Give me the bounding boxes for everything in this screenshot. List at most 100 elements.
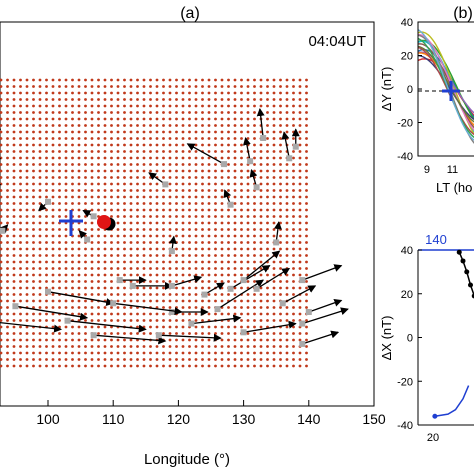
grid-dot: [259, 169, 263, 173]
grid-dot: [253, 241, 256, 244]
grid-dot: [279, 260, 282, 264]
grid-dot: [71, 117, 74, 121]
grid-dot: [155, 78, 159, 82]
grid-dot: [123, 150, 126, 153]
grid-dot: [285, 215, 289, 218]
grid-dot: [214, 150, 217, 153]
grid-dot: [64, 91, 68, 95]
station-marker: [305, 309, 312, 315]
grid-dot: [279, 345, 282, 348]
grid-dot: [298, 312, 302, 316]
grid-dot: [246, 332, 250, 335]
vector-arrow: [243, 320, 297, 333]
grid-dot: [149, 98, 152, 101]
grid-dot: [220, 312, 224, 316]
grid-dot: [6, 85, 9, 88]
grid-dot: [32, 215, 35, 218]
grid-dot: [71, 286, 74, 290]
grid-dot: [155, 247, 159, 251]
grid-dot: [136, 299, 139, 303]
grid-dot: [162, 319, 165, 322]
grid-dot: [162, 351, 165, 355]
grid-dot: [272, 215, 276, 218]
grid-dot: [298, 104, 302, 108]
grid-dot: [240, 312, 243, 316]
grid-dot: [6, 228, 9, 231]
grid-dot: [305, 104, 308, 108]
grid-dot: [188, 169, 191, 173]
grid-dot: [71, 143, 74, 147]
grid-dot: [110, 286, 113, 290]
grid-dot: [77, 169, 81, 173]
grid-dot: [25, 104, 29, 108]
grid-dot: [305, 319, 308, 322]
grid-dot: [285, 312, 289, 316]
grid-dot: [214, 221, 217, 225]
grid-dot: [162, 104, 165, 108]
grid-dot: [253, 221, 256, 225]
grid-dot: [272, 176, 276, 179]
grid-dot: [58, 124, 61, 127]
grid-dot: [64, 150, 68, 153]
grid-dot: [175, 91, 178, 95]
grid-dot: [90, 111, 94, 114]
grid-dot: [0, 117, 3, 121]
grid-dot: [181, 351, 185, 355]
delta-x-x-tick-label: 20: [427, 432, 439, 444]
grid-dot: [136, 358, 139, 361]
grid-dot: [227, 351, 230, 355]
grid-dot: [12, 247, 16, 251]
grid-dot: [214, 338, 217, 342]
grid-dot: [12, 358, 16, 361]
grid-dot: [12, 104, 16, 108]
grid-dot: [25, 351, 29, 355]
grid-dot: [279, 182, 282, 186]
grid-dot: [266, 156, 269, 160]
grid-dot: [38, 156, 42, 160]
grid-dot: [116, 169, 120, 173]
grid-dot: [142, 332, 146, 335]
grid-dot: [253, 345, 256, 348]
grid-dot: [259, 176, 263, 179]
grid-dot: [71, 358, 74, 361]
grid-dot: [272, 338, 276, 342]
grid-dot: [103, 306, 107, 309]
grid-dot: [51, 98, 55, 101]
grid-dot: [103, 104, 107, 108]
grid-dot: [38, 98, 42, 101]
grid-dot: [25, 215, 29, 218]
vector-arrow: [15, 305, 89, 321]
grid-dot: [298, 260, 302, 264]
grid-dot: [155, 241, 159, 244]
grid-dot: [38, 182, 42, 186]
grid-dot: [305, 280, 308, 283]
grid-dot: [97, 85, 100, 88]
grid-dot: [285, 241, 289, 244]
grid-dot: [207, 124, 211, 127]
grid-dot: [149, 293, 152, 296]
grid-dot: [64, 345, 68, 348]
grid-dot: [227, 312, 230, 316]
grid-dot: [259, 202, 263, 205]
grid-dot: [214, 273, 217, 277]
grid-dot: [103, 169, 107, 173]
grid-dot: [305, 364, 308, 368]
grid-dot: [227, 228, 230, 231]
grid-dot: [0, 351, 3, 355]
grid-dot: [233, 241, 237, 244]
grid-dot: [51, 208, 55, 212]
grid-dot: [12, 98, 16, 101]
grid-dot: [285, 85, 289, 88]
grid-dot: [181, 221, 185, 225]
grid-dot: [220, 130, 224, 134]
grid-dot: [220, 215, 224, 218]
grid-dot: [90, 351, 94, 355]
grid-dot: [272, 306, 276, 309]
grid-dot: [298, 130, 302, 134]
grid-dot: [142, 98, 146, 101]
grid-dot: [123, 306, 126, 309]
grid-dot: [220, 143, 224, 147]
vector-arrow: [158, 333, 222, 342]
grid-dot: [181, 241, 185, 244]
grid-dot: [77, 312, 81, 316]
